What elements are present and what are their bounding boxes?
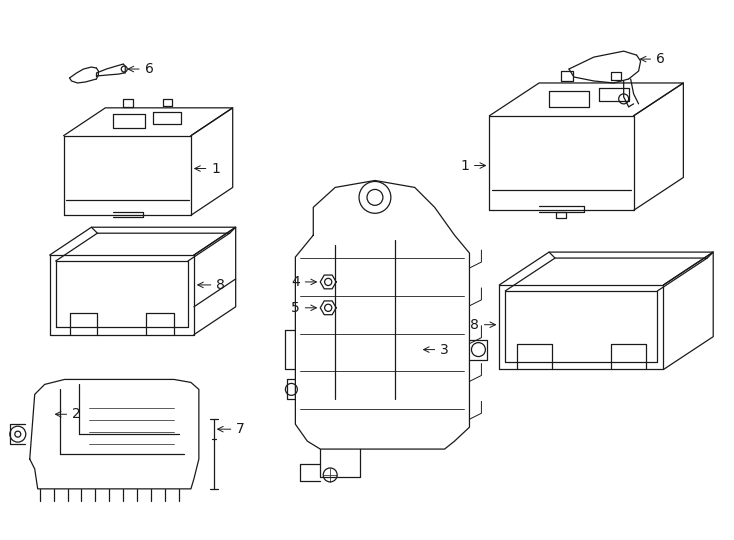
Text: 1: 1 <box>460 159 485 173</box>
Text: 8: 8 <box>197 278 225 292</box>
Text: 3: 3 <box>424 342 449 356</box>
Text: 8: 8 <box>470 318 495 332</box>
Text: 5: 5 <box>291 301 316 315</box>
Text: 4: 4 <box>291 275 316 289</box>
Text: 1: 1 <box>195 161 220 176</box>
Text: 2: 2 <box>56 407 81 421</box>
Text: 6: 6 <box>128 62 153 76</box>
Text: 7: 7 <box>218 422 245 436</box>
Text: 6: 6 <box>641 52 665 66</box>
